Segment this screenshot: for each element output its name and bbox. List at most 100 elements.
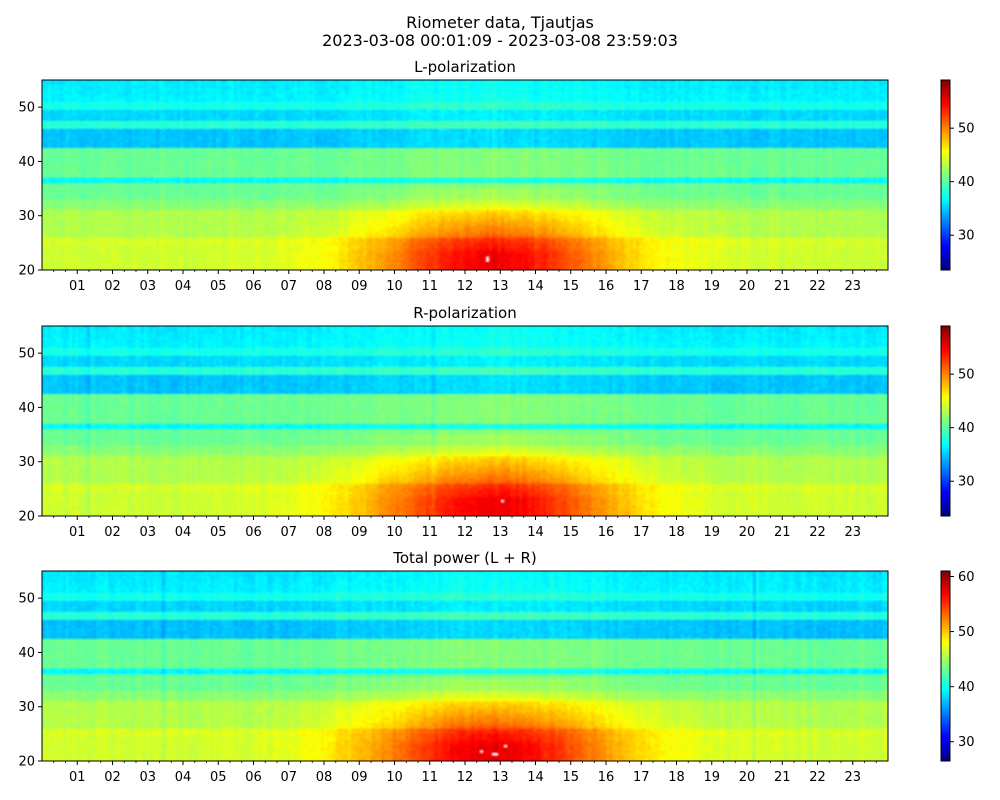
x-tick-label: 07 <box>280 279 297 294</box>
x-tick-label: 05 <box>210 770 227 785</box>
x-tick-label: 19 <box>703 279 720 294</box>
y-tick-label: 40 <box>18 646 35 661</box>
colorbar-tick-label: 30 <box>958 475 975 490</box>
colorbar-tick-label: 50 <box>958 625 975 640</box>
x-tick-label: 13 <box>492 770 509 785</box>
colorbar-tick-label: 60 <box>958 570 975 585</box>
x-tick-label: 07 <box>280 770 297 785</box>
x-tick-label: 22 <box>809 279 826 294</box>
x-tick-label: 18 <box>668 770 685 785</box>
panel-title: Total power (L + R) <box>392 549 537 567</box>
x-tick-label: 16 <box>598 279 615 294</box>
colorbar <box>940 325 951 517</box>
x-tick-label: 23 <box>844 525 861 540</box>
x-tick-label: 17 <box>633 279 650 294</box>
x-tick-label: 18 <box>668 525 685 540</box>
x-tick-label: 06 <box>245 770 262 785</box>
x-tick-label: 17 <box>633 770 650 785</box>
x-tick-label: 10 <box>386 525 403 540</box>
x-tick-label: 21 <box>774 525 791 540</box>
y-tick-label: 20 <box>18 510 35 525</box>
x-tick-label: 09 <box>351 770 368 785</box>
x-tick-label: 02 <box>104 279 121 294</box>
x-tick-label: 11 <box>421 770 438 785</box>
x-tick-label: 02 <box>104 525 121 540</box>
colorbar-tick-label: 50 <box>958 122 975 137</box>
y-tick-label: 50 <box>18 101 35 116</box>
x-tick-label: 23 <box>844 770 861 785</box>
x-tick-label: 01 <box>69 525 86 540</box>
colorbar-tick-label: 40 <box>958 175 975 190</box>
colorbar-tick-label: 40 <box>958 421 975 436</box>
x-tick-label: 04 <box>175 279 192 294</box>
x-tick-label: 09 <box>351 525 368 540</box>
x-tick-label: 03 <box>139 279 156 294</box>
panels-group: L-polarization 20 30 40 50 01 02 03 04 05 06 07 08 09… <box>18 58 974 785</box>
y-tick-label: 30 <box>18 455 35 470</box>
x-tick-label: 13 <box>492 525 509 540</box>
heatmap-image <box>42 80 888 270</box>
x-tick-label: 05 <box>210 279 227 294</box>
x-tick-label: 23 <box>844 279 861 294</box>
x-tick-label: 14 <box>527 525 544 540</box>
x-tick-label: 14 <box>527 279 544 294</box>
x-tick-label: 09 <box>351 279 368 294</box>
y-tick-label: 20 <box>18 264 35 279</box>
x-tick-label: 11 <box>421 279 438 294</box>
x-tick-label: 20 <box>739 525 756 540</box>
colorbar-tick-label: 40 <box>958 680 975 695</box>
x-tick-label: 07 <box>280 525 297 540</box>
panel-title: L-polarization <box>414 58 516 76</box>
x-tick-label: 04 <box>175 525 192 540</box>
x-tick-label: 16 <box>598 770 615 785</box>
x-tick-label: 15 <box>562 279 579 294</box>
x-tick-label: 12 <box>457 770 474 785</box>
colorbar <box>940 570 951 762</box>
x-tick-label: 06 <box>245 279 262 294</box>
y-tick-label: 40 <box>18 401 35 416</box>
x-tick-label: 08 <box>316 525 333 540</box>
x-tick-label: 08 <box>316 279 333 294</box>
x-tick-label: 12 <box>457 525 474 540</box>
y-tick-label: 20 <box>18 755 35 770</box>
colorbar-tick-label: 30 <box>958 735 975 750</box>
x-tick-label: 03 <box>139 770 156 785</box>
heatmap-image <box>42 571 888 761</box>
y-tick-label: 30 <box>18 209 35 224</box>
panel-2: R-polarization 20 30 40 50 01 02 03 04 05 06 07 08 09… <box>18 304 974 540</box>
x-tick-label: 18 <box>668 279 685 294</box>
colorbar-tick-label: 50 <box>958 368 975 383</box>
panel-1: L-polarization 20 30 40 50 01 02 03 04 05 06 07 08 09… <box>18 58 974 294</box>
x-tick-label: 12 <box>457 279 474 294</box>
x-tick-label: 08 <box>316 770 333 785</box>
x-tick-label: 22 <box>809 525 826 540</box>
colorbar <box>940 79 951 271</box>
x-tick-label: 21 <box>774 279 791 294</box>
x-tick-label: 14 <box>527 770 544 785</box>
y-tick-label: 50 <box>18 347 35 362</box>
x-tick-label: 20 <box>739 279 756 294</box>
x-tick-label: 01 <box>69 279 86 294</box>
x-tick-label: 10 <box>386 279 403 294</box>
x-tick-label: 17 <box>633 525 650 540</box>
panel-3: Total power (L + R) 20 30 40 50 01 02 03 04 05 06 0… <box>18 549 974 785</box>
figure-title-line2: 2023-03-08 00:01:09 - 2023-03-08 23:59:0… <box>322 31 678 50</box>
x-tick-label: 04 <box>175 770 192 785</box>
heatmap-image <box>42 326 888 516</box>
y-tick-label: 50 <box>18 592 35 607</box>
x-tick-label: 22 <box>809 770 826 785</box>
x-tick-label: 11 <box>421 525 438 540</box>
colorbar-tick-label: 30 <box>958 229 975 244</box>
y-tick-label: 30 <box>18 700 35 715</box>
x-tick-label: 19 <box>703 525 720 540</box>
x-tick-label: 01 <box>69 770 86 785</box>
x-tick-label: 16 <box>598 525 615 540</box>
x-tick-label: 10 <box>386 770 403 785</box>
x-tick-label: 13 <box>492 279 509 294</box>
x-tick-label: 15 <box>562 770 579 785</box>
x-tick-label: 19 <box>703 770 720 785</box>
x-tick-label: 21 <box>774 770 791 785</box>
x-tick-label: 02 <box>104 770 121 785</box>
x-tick-label: 06 <box>245 525 262 540</box>
